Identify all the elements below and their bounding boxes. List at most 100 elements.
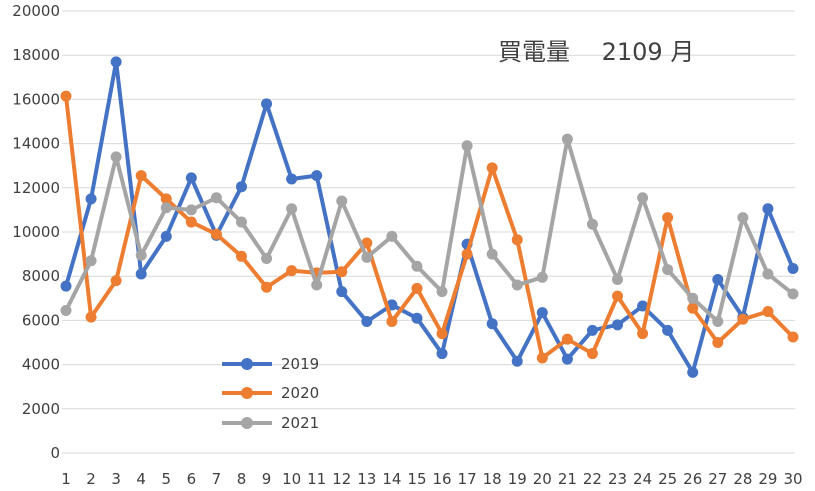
data-point	[486, 248, 498, 260]
data-point	[286, 265, 298, 277]
y-tick-label: 20000	[12, 2, 60, 20]
data-point	[261, 98, 273, 110]
data-point	[511, 279, 523, 291]
data-point	[135, 268, 147, 280]
data-point	[536, 307, 548, 319]
data-point	[762, 268, 774, 280]
data-point	[185, 172, 197, 184]
x-tick-label: 21	[558, 470, 577, 488]
data-point	[561, 333, 573, 345]
data-point	[586, 218, 598, 230]
data-point	[687, 366, 699, 378]
x-tick-label: 18	[483, 470, 502, 488]
x-tick-label: 20	[533, 470, 552, 488]
x-tick-label: 25	[658, 470, 677, 488]
y-tick-label: 0	[50, 444, 60, 462]
data-point	[261, 281, 273, 293]
chart-title: 買電量 2109 月	[498, 38, 694, 66]
x-tick-label: 24	[633, 470, 652, 488]
data-point	[235, 181, 247, 193]
legend-marker	[241, 387, 253, 399]
series-line-2019	[64, 59, 795, 375]
data-point	[210, 228, 222, 240]
data-point	[536, 352, 548, 364]
data-point	[436, 328, 448, 340]
data-point	[261, 253, 273, 265]
data-point	[160, 202, 172, 214]
data-point	[536, 271, 548, 283]
data-point	[235, 250, 247, 262]
data-point	[586, 324, 598, 336]
data-point	[361, 316, 373, 328]
legend-item-2021: 2021	[222, 414, 319, 432]
x-tick-label: 2	[86, 470, 96, 488]
data-point	[612, 274, 624, 286]
y-tick-label: 10000	[12, 223, 60, 241]
gridlines	[62, 10, 795, 454]
data-point	[85, 193, 97, 205]
data-point	[737, 313, 749, 325]
data-point	[386, 316, 398, 328]
data-point	[511, 234, 523, 246]
series-lines	[60, 56, 799, 378]
x-tick-label: 6	[187, 470, 197, 488]
data-point	[436, 348, 448, 360]
data-point	[286, 173, 298, 185]
x-axis-tick-labels: 1 2 3 4 5 6 7 8 9 10 11 12 13 14 15 16 17 18 19 20 21 22 23 24 2…	[61, 470, 802, 488]
data-point	[235, 216, 247, 228]
legend-label: 2019	[281, 355, 319, 373]
data-point	[110, 56, 122, 68]
data-point	[561, 133, 573, 145]
y-tick-label: 6000	[22, 311, 60, 329]
x-tick-label: 9	[262, 470, 272, 488]
x-tick-label: 23	[608, 470, 627, 488]
data-point	[160, 193, 172, 205]
data-point	[85, 311, 97, 323]
x-tick-label: 12	[332, 470, 351, 488]
data-point	[210, 192, 222, 204]
legend-label: 2020	[281, 384, 319, 402]
y-tick-label: 8000	[22, 267, 60, 285]
x-tick-label: 4	[136, 470, 146, 488]
x-tick-label: 11	[307, 470, 326, 488]
data-point	[311, 279, 323, 291]
data-point	[712, 316, 724, 328]
data-point	[662, 264, 674, 276]
data-point	[336, 286, 348, 298]
x-tick-label: 1	[61, 470, 71, 488]
data-point	[787, 331, 799, 343]
x-tick-label: 5	[162, 470, 172, 488]
legend-label: 2021	[281, 414, 319, 432]
data-point	[436, 286, 448, 298]
data-point	[787, 288, 799, 300]
data-point	[361, 251, 373, 263]
data-point	[135, 249, 147, 261]
data-point	[411, 312, 423, 324]
data-point	[185, 216, 197, 228]
data-point	[110, 151, 122, 163]
x-tick-label: 15	[407, 470, 426, 488]
y-tick-label: 16000	[12, 90, 60, 108]
data-point	[311, 170, 323, 182]
data-point	[637, 192, 649, 204]
x-tick-label: 28	[733, 470, 752, 488]
x-tick-label: 14	[382, 470, 401, 488]
legend: 2019 2020 2021	[222, 355, 319, 432]
x-tick-label: 30	[783, 470, 802, 488]
x-tick-label: 17	[458, 470, 477, 488]
y-tick-label: 12000	[12, 179, 60, 197]
x-tick-label: 3	[111, 470, 121, 488]
data-point	[737, 212, 749, 224]
y-tick-label: 14000	[12, 135, 60, 153]
data-point	[687, 292, 699, 304]
data-point	[160, 230, 172, 242]
data-point	[511, 355, 523, 367]
y-tick-label: 2000	[22, 400, 60, 418]
y-axis-tick-labels: 0 2000 4000 6000 8000 10000 12000 14000 16000 180…	[12, 2, 60, 462]
data-point	[361, 237, 373, 249]
data-point	[85, 255, 97, 267]
x-tick-label: 16	[432, 470, 451, 488]
series-line-2020	[64, 94, 795, 360]
data-point	[787, 262, 799, 274]
data-point	[662, 212, 674, 224]
